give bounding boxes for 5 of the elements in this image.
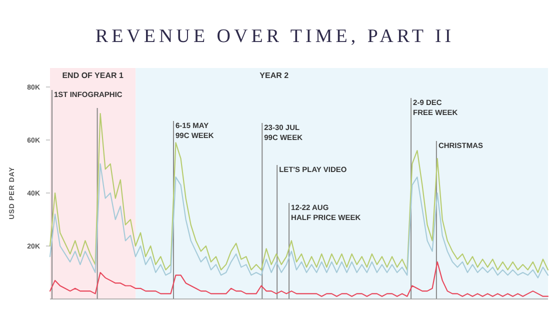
text: END OF YEAR 1 xyxy=(62,71,124,80)
chart-title: REVENUE OVER TIME, PART II xyxy=(95,26,455,47)
line-series xyxy=(49,261,549,297)
text: YEAR 2 xyxy=(260,71,290,80)
line-series xyxy=(49,163,549,278)
